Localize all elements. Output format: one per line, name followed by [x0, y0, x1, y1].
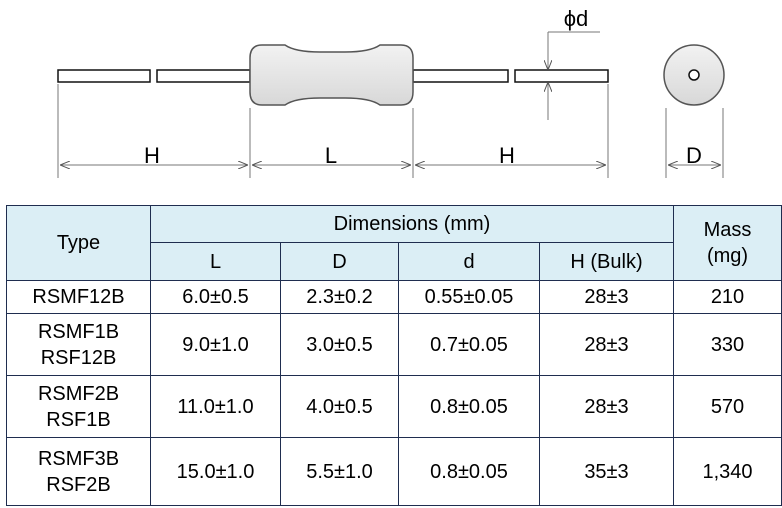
type-line: RSF2B	[46, 473, 111, 496]
cell: 3.0±0.5	[280, 313, 399, 376]
label-h: H	[144, 143, 160, 168]
type-cell: RSMF2B RSF1B	[6, 375, 151, 438]
cell: 0.7±0.05	[398, 313, 540, 376]
column-header: L	[150, 242, 281, 281]
header: Dimensions (mm)	[150, 205, 674, 243]
cell: 28±3	[539, 280, 674, 314]
cell: 28±3	[539, 375, 674, 438]
cell: 0.8±0.05	[398, 437, 540, 506]
type-line: RSF1B	[46, 408, 111, 431]
cell: 2.3±0.2	[280, 280, 399, 314]
type-line: RSMF3B	[37, 447, 120, 470]
resistor-body	[249, 44, 414, 106]
label-l: L	[325, 143, 337, 168]
header-line: Mass	[703, 219, 752, 241]
row: RSMF1B RSF12B 9.0±1.0 3.0±0.5 0.7±0.05 28±3 33…	[6, 313, 782, 376]
cell: 210	[673, 280, 782, 314]
cell: 28±3	[539, 313, 674, 376]
header-line: (mg)	[706, 245, 749, 267]
column-header: D	[280, 242, 399, 281]
row: RSMF2B RSF1B 11.0±1.0 4.0±0.5 0.8±0.05 28±3 57…	[6, 375, 782, 438]
header: Mass (mg)	[673, 205, 782, 281]
cell: 0.55±0.05	[398, 280, 540, 314]
end-view-wire	[688, 69, 700, 81]
cell: 4.0±0.5	[280, 375, 399, 438]
cell: 11.0±1.0	[150, 375, 281, 438]
type-cell: RSMF1B RSF12B	[6, 313, 151, 376]
cell: 9.0±1.0	[150, 313, 281, 376]
column-header: d	[398, 242, 540, 281]
cell: 35±3	[539, 437, 674, 506]
type-line: RSMF12B	[32, 286, 125, 308]
cell: 0.8±0.05	[398, 375, 540, 438]
cell: 15.0±1.0	[150, 437, 281, 506]
type-line: RSMF2B	[37, 382, 120, 405]
cell: 1,340	[673, 437, 782, 506]
label-d: D	[686, 143, 702, 168]
cell: 330	[673, 313, 782, 376]
cell: 6.0±0.5	[150, 280, 281, 314]
row: RSMF12B 6.0±0.5 2.3±0.2 0.55±0.05 28±3 210	[6, 280, 782, 314]
diagram: H L H D ϕd	[57, 6, 725, 178]
column-header: H (Bulk)	[539, 242, 674, 281]
cell: 5.5±1.0	[280, 437, 399, 506]
type-line: RSF12B	[40, 346, 117, 369]
cell: 570	[673, 375, 782, 438]
label-wire: ϕd	[564, 6, 589, 31]
header: Type	[6, 205, 151, 281]
row: RSMF3B RSF2B 15.0±1.0 5.5±1.0 0.8±0.05 35±3 1,…	[6, 437, 782, 506]
type-cell: RSMF12B	[6, 280, 151, 314]
type-line: RSMF1B	[37, 320, 120, 343]
label-h: H	[499, 143, 515, 168]
dimension-lines	[57, 31, 724, 178]
type-cell: RSMF3B RSF2B	[6, 437, 151, 506]
